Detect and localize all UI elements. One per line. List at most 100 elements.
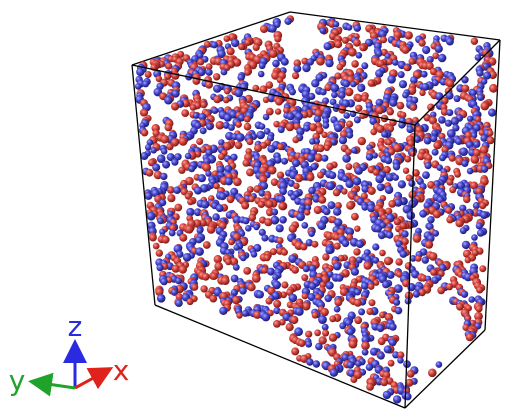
particle	[354, 116, 361, 123]
particle	[468, 296, 475, 303]
particle	[157, 294, 166, 303]
particle	[369, 299, 376, 306]
particle	[298, 339, 306, 347]
particle	[330, 84, 339, 93]
particle	[175, 299, 183, 307]
particle	[219, 307, 227, 315]
particle	[145, 192, 153, 200]
particle	[387, 75, 396, 84]
particle	[266, 210, 273, 217]
particle	[188, 165, 195, 172]
particle	[433, 210, 441, 218]
particle	[358, 308, 365, 315]
particle	[274, 35, 281, 42]
particle	[370, 129, 377, 136]
particle	[179, 234, 187, 242]
particle	[462, 85, 470, 93]
particle	[401, 46, 409, 54]
particle	[218, 153, 225, 160]
particle	[329, 334, 337, 342]
particle	[388, 200, 396, 208]
particle	[419, 90, 425, 96]
particle	[348, 48, 357, 57]
particle	[355, 105, 362, 112]
particle	[292, 136, 299, 143]
particle	[451, 117, 459, 125]
particle	[251, 251, 258, 258]
particle	[410, 150, 416, 156]
particle	[308, 230, 315, 237]
particle	[351, 213, 359, 221]
particle	[301, 274, 308, 281]
particle	[173, 186, 181, 194]
particle	[479, 265, 486, 272]
particle	[477, 94, 484, 101]
particle	[351, 60, 359, 68]
particle	[302, 293, 309, 300]
particle	[235, 121, 242, 128]
particle	[281, 58, 289, 66]
particle	[174, 204, 182, 212]
particle	[167, 194, 175, 202]
particle	[142, 80, 149, 87]
particle	[445, 120, 452, 127]
particle	[236, 312, 242, 318]
particle	[211, 41, 218, 48]
particle	[219, 192, 227, 200]
particle	[398, 71, 405, 78]
particle	[379, 312, 386, 319]
particle	[386, 139, 393, 146]
particle	[354, 316, 362, 324]
particle	[235, 141, 243, 149]
particle	[185, 153, 192, 160]
particle	[446, 38, 454, 46]
particle	[404, 156, 411, 163]
particle	[425, 162, 432, 169]
particle	[422, 171, 430, 179]
particle	[446, 216, 453, 223]
particle	[321, 308, 329, 316]
particle	[364, 262, 372, 270]
particle	[359, 44, 366, 51]
particle	[336, 274, 344, 282]
particle	[309, 138, 315, 144]
particle	[350, 376, 357, 383]
particle	[145, 144, 152, 151]
particle	[342, 80, 350, 88]
particle	[401, 230, 408, 237]
particle	[387, 108, 394, 115]
particle	[228, 239, 234, 245]
particle	[407, 211, 416, 220]
particle	[242, 159, 250, 167]
particle	[279, 216, 287, 224]
particle	[233, 244, 239, 250]
particle	[172, 265, 180, 273]
particle	[318, 315, 327, 324]
box-front-edges	[132, 40, 500, 408]
particle	[315, 343, 323, 351]
particle	[248, 196, 255, 203]
particle	[350, 81, 356, 87]
particle	[424, 137, 432, 145]
particle	[236, 133, 245, 142]
particle	[400, 250, 408, 258]
particle	[377, 183, 385, 191]
particle	[480, 211, 488, 219]
particle	[290, 316, 298, 324]
particle	[487, 130, 494, 137]
particle	[481, 165, 489, 173]
particle	[475, 305, 482, 312]
particle	[399, 80, 407, 88]
particle	[171, 71, 179, 79]
particle	[201, 200, 209, 208]
particle	[397, 102, 405, 110]
particle	[160, 173, 167, 180]
particle	[317, 221, 326, 230]
particle	[334, 298, 342, 306]
viewport: z x y	[0, 0, 524, 412]
particle	[243, 267, 251, 275]
particle	[293, 65, 301, 73]
particle	[212, 107, 219, 114]
particle	[221, 276, 230, 285]
particle	[194, 186, 202, 194]
